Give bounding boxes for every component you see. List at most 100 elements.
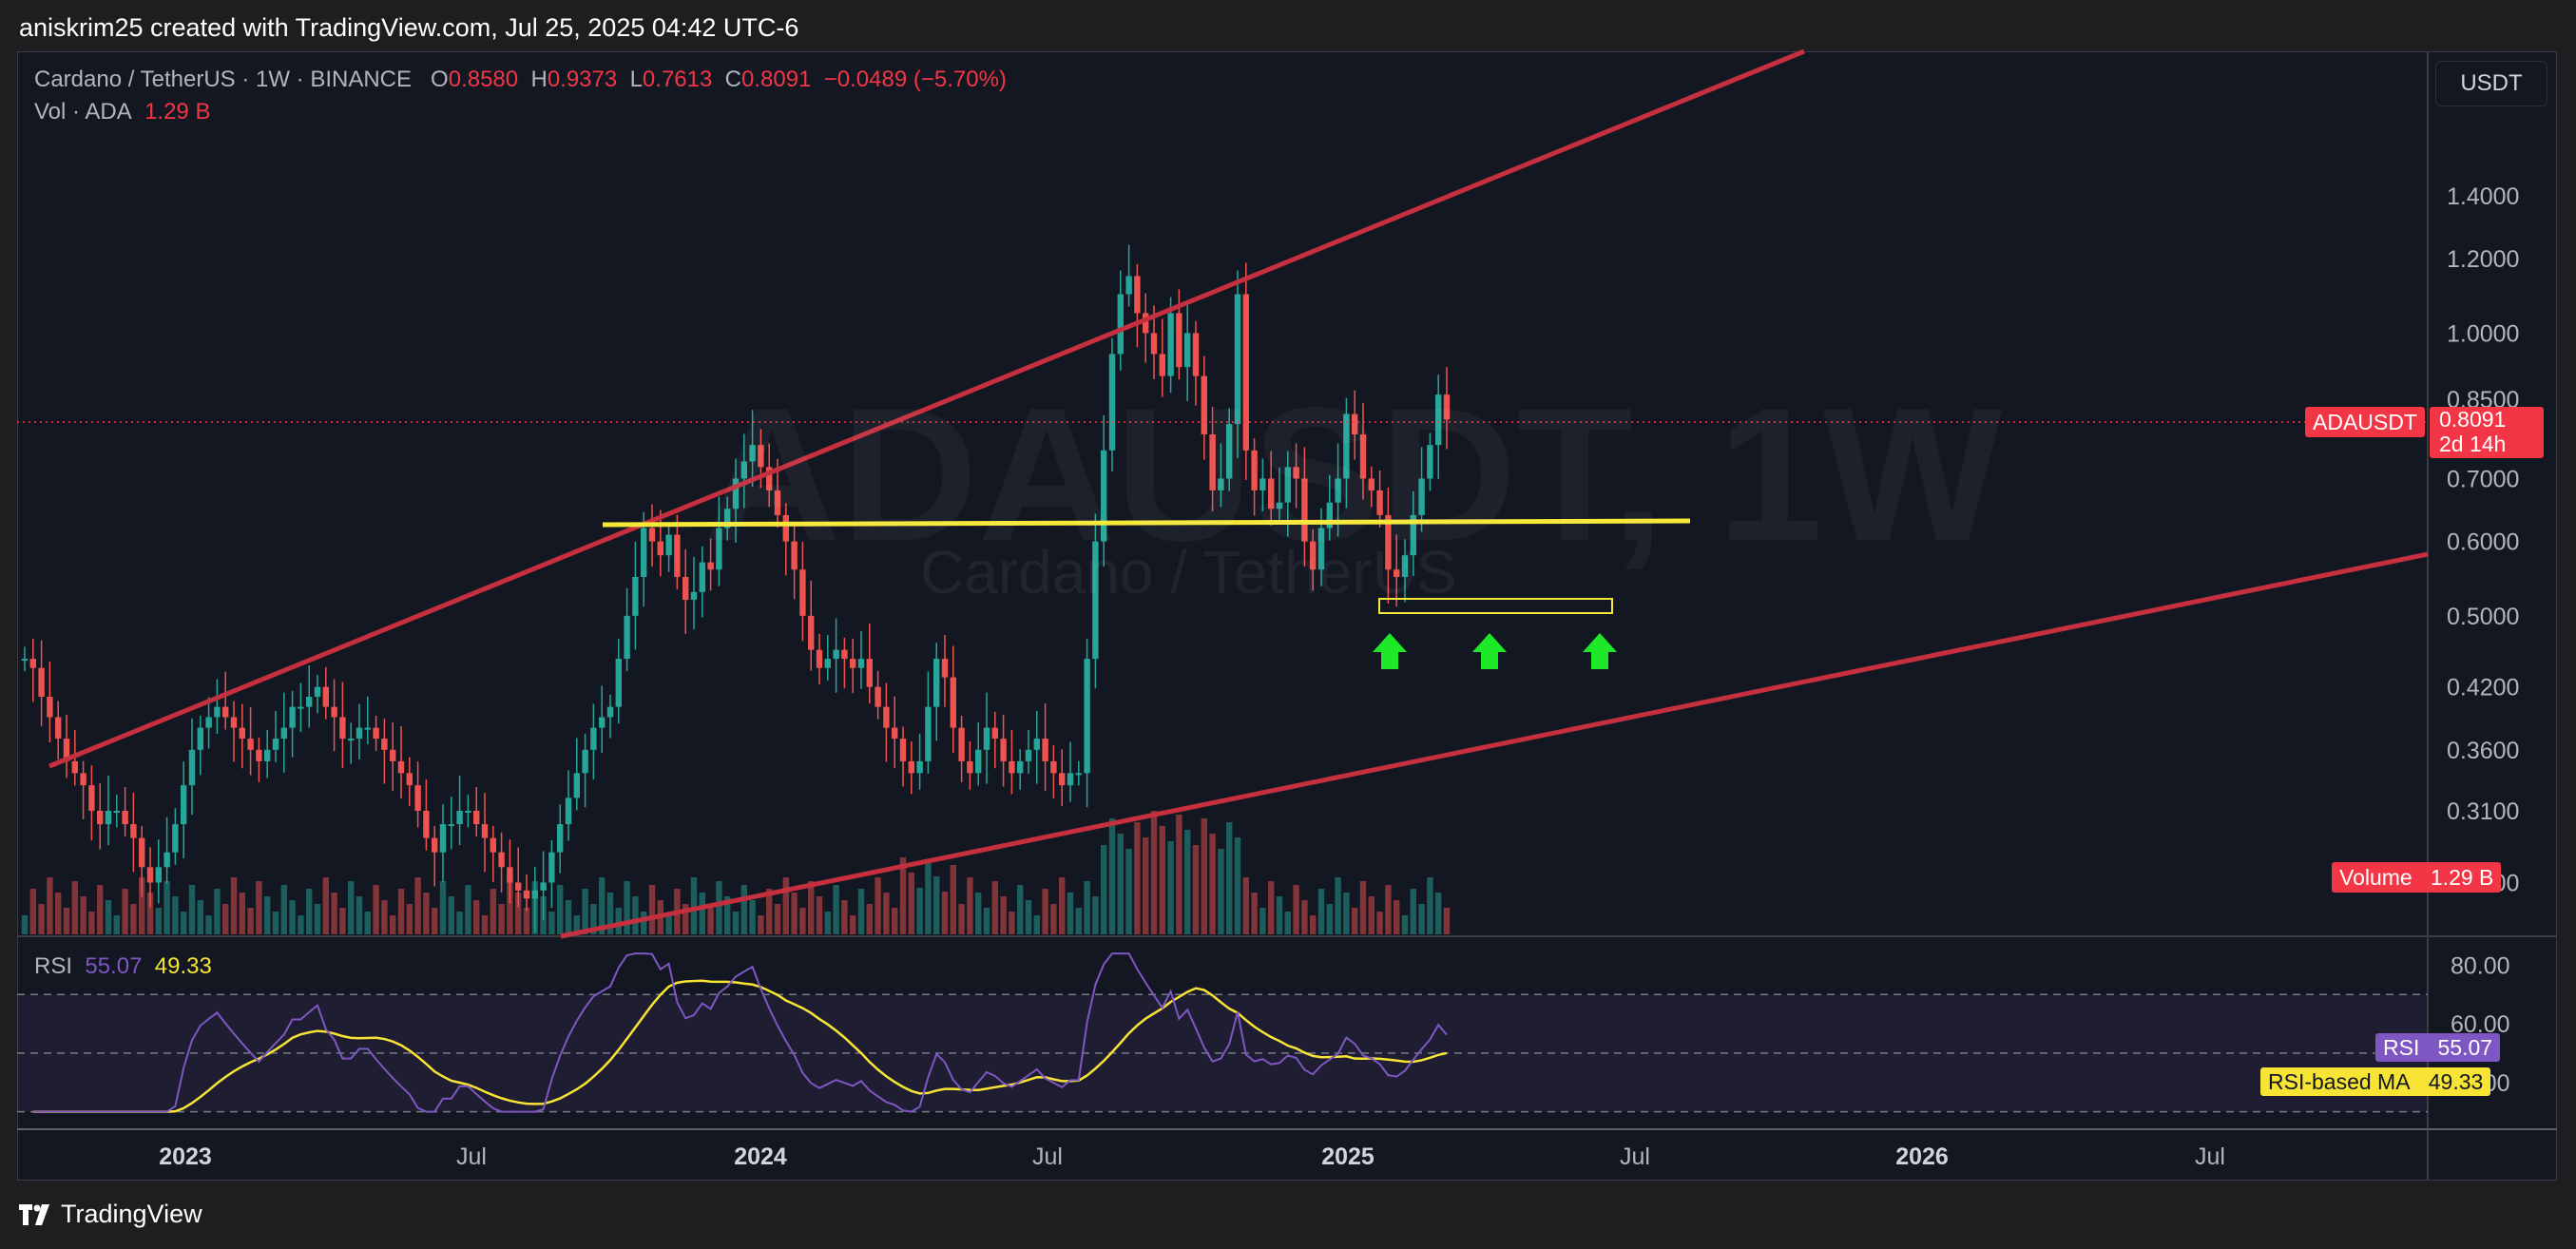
- volume-tag-label: Volume: [2339, 865, 2413, 890]
- candle-body: [866, 659, 873, 687]
- candle-body: [941, 659, 949, 678]
- volume-bar: [1335, 877, 1341, 934]
- candle-body: [641, 528, 647, 577]
- rsi-ma-tag-label: RSI-based MA: [2268, 1069, 2411, 1094]
- volume-bar: [1259, 908, 1266, 934]
- volume-bar: [732, 912, 740, 934]
- candle-body: [1143, 313, 1149, 334]
- symbol-label[interactable]: Cardano / TetherUS · 1W · BINANCE: [34, 67, 413, 92]
- time-axis-tick: Jul: [456, 1143, 487, 1170]
- candle-body: [975, 749, 982, 774]
- price-axis-tick: 0.4200: [2447, 675, 2519, 701]
- volume-bar: [1092, 896, 1099, 934]
- candle-body: [1125, 276, 1132, 295]
- volume-bar: [599, 877, 606, 934]
- volume-bar: [758, 915, 764, 934]
- volume-bar: [606, 893, 614, 934]
- candle-body: [1427, 445, 1433, 479]
- volume-bar: [523, 908, 530, 934]
- candle-body: [1159, 354, 1165, 376]
- candle-body: [230, 717, 238, 728]
- volume-bar: [272, 912, 279, 934]
- volume-bar: [481, 915, 489, 934]
- volume-bar: [181, 912, 187, 934]
- candle-body: [88, 785, 95, 811]
- volume-bar: [540, 896, 547, 934]
- volume-bar: [582, 889, 588, 934]
- price-axis-tick: 0.3600: [2447, 738, 2519, 764]
- volume-bar: [841, 900, 848, 934]
- volume-bar: [373, 885, 379, 934]
- candle-body: [716, 528, 722, 570]
- candle-body: [481, 824, 489, 838]
- price-axis-tick: 1.0000: [2447, 320, 2519, 347]
- candle-body: [699, 562, 705, 592]
- candle-body: [682, 576, 689, 601]
- high-label: H: [530, 67, 548, 92]
- candle-body: [1150, 333, 1158, 355]
- candle-body: [214, 706, 221, 718]
- candle-body: [1167, 313, 1174, 376]
- candle-body: [1335, 478, 1341, 503]
- candle-body: [1317, 528, 1325, 570]
- candle-body: [590, 727, 597, 750]
- volume-bar: [933, 876, 940, 934]
- volume-bar: [1251, 893, 1258, 934]
- currency-button[interactable]: USDT: [2435, 61, 2547, 106]
- volume-bar: [774, 904, 781, 934]
- candle-body: [97, 811, 104, 825]
- volume-bar: [641, 912, 647, 934]
- volume-bar: [950, 865, 956, 934]
- price-tag-symbol: ADAUSDT: [2305, 407, 2425, 437]
- candle-body: [139, 837, 145, 868]
- volume-bar: [749, 900, 756, 934]
- volume-bar: [941, 892, 949, 934]
- candle-body: [1134, 276, 1141, 314]
- volume-bar: [1108, 818, 1116, 934]
- candle-body: [29, 659, 36, 668]
- volume-bar: [1042, 889, 1048, 934]
- name-watermark: Cardano / TetherUS: [920, 538, 1457, 606]
- volume-bar: [799, 908, 806, 934]
- rsi-label[interactable]: RSI: [34, 953, 73, 979]
- candle-body: [899, 739, 907, 761]
- volume-bar: [1234, 837, 1241, 934]
- price-tag-value: 0.8091 2d 14h: [2430, 407, 2544, 458]
- volume-bar: [205, 915, 212, 934]
- volume-bar: [1343, 893, 1350, 934]
- footer-brand[interactable]: TradingView: [19, 1200, 202, 1229]
- candle-body: [1192, 333, 1200, 376]
- rsi-tag-value: 55.07: [2437, 1035, 2493, 1060]
- candle-body: [1326, 502, 1333, 528]
- candle-body: [1301, 478, 1308, 542]
- candle-body: [1410, 514, 1416, 556]
- candle-body: [732, 478, 740, 509]
- volume-bar: [1134, 822, 1141, 934]
- volume-bar: [1184, 830, 1191, 934]
- volume-label[interactable]: Vol · ADA: [34, 99, 132, 125]
- volume-bar: [397, 889, 405, 934]
- rsi-tag: RSI 55.07: [2375, 1033, 2501, 1062]
- time-axis-tick: 2026: [1895, 1143, 1949, 1170]
- candle-body: [791, 541, 798, 570]
- candle-body: [582, 749, 588, 774]
- price-axis-tick: 0.5000: [2447, 604, 2519, 630]
- volume-bar: [1150, 811, 1158, 934]
- candle-body: [322, 686, 329, 707]
- candle-body: [624, 615, 630, 660]
- candle-body: [1201, 375, 1207, 435]
- candle-body: [540, 882, 547, 891]
- volume-bar: [531, 881, 538, 934]
- candle-body: [808, 615, 815, 650]
- candle-body: [1368, 478, 1375, 490]
- volume-bar: [590, 904, 597, 934]
- rsi-value: 55.07: [85, 953, 143, 979]
- time-axis-tick: Jul: [1620, 1143, 1650, 1170]
- candle-body: [1218, 478, 1224, 490]
- volume-bar: [1167, 841, 1174, 934]
- candle-body: [38, 667, 45, 698]
- candle-body: [390, 749, 396, 761]
- candle-body: [665, 534, 672, 556]
- candle-body: [883, 706, 890, 728]
